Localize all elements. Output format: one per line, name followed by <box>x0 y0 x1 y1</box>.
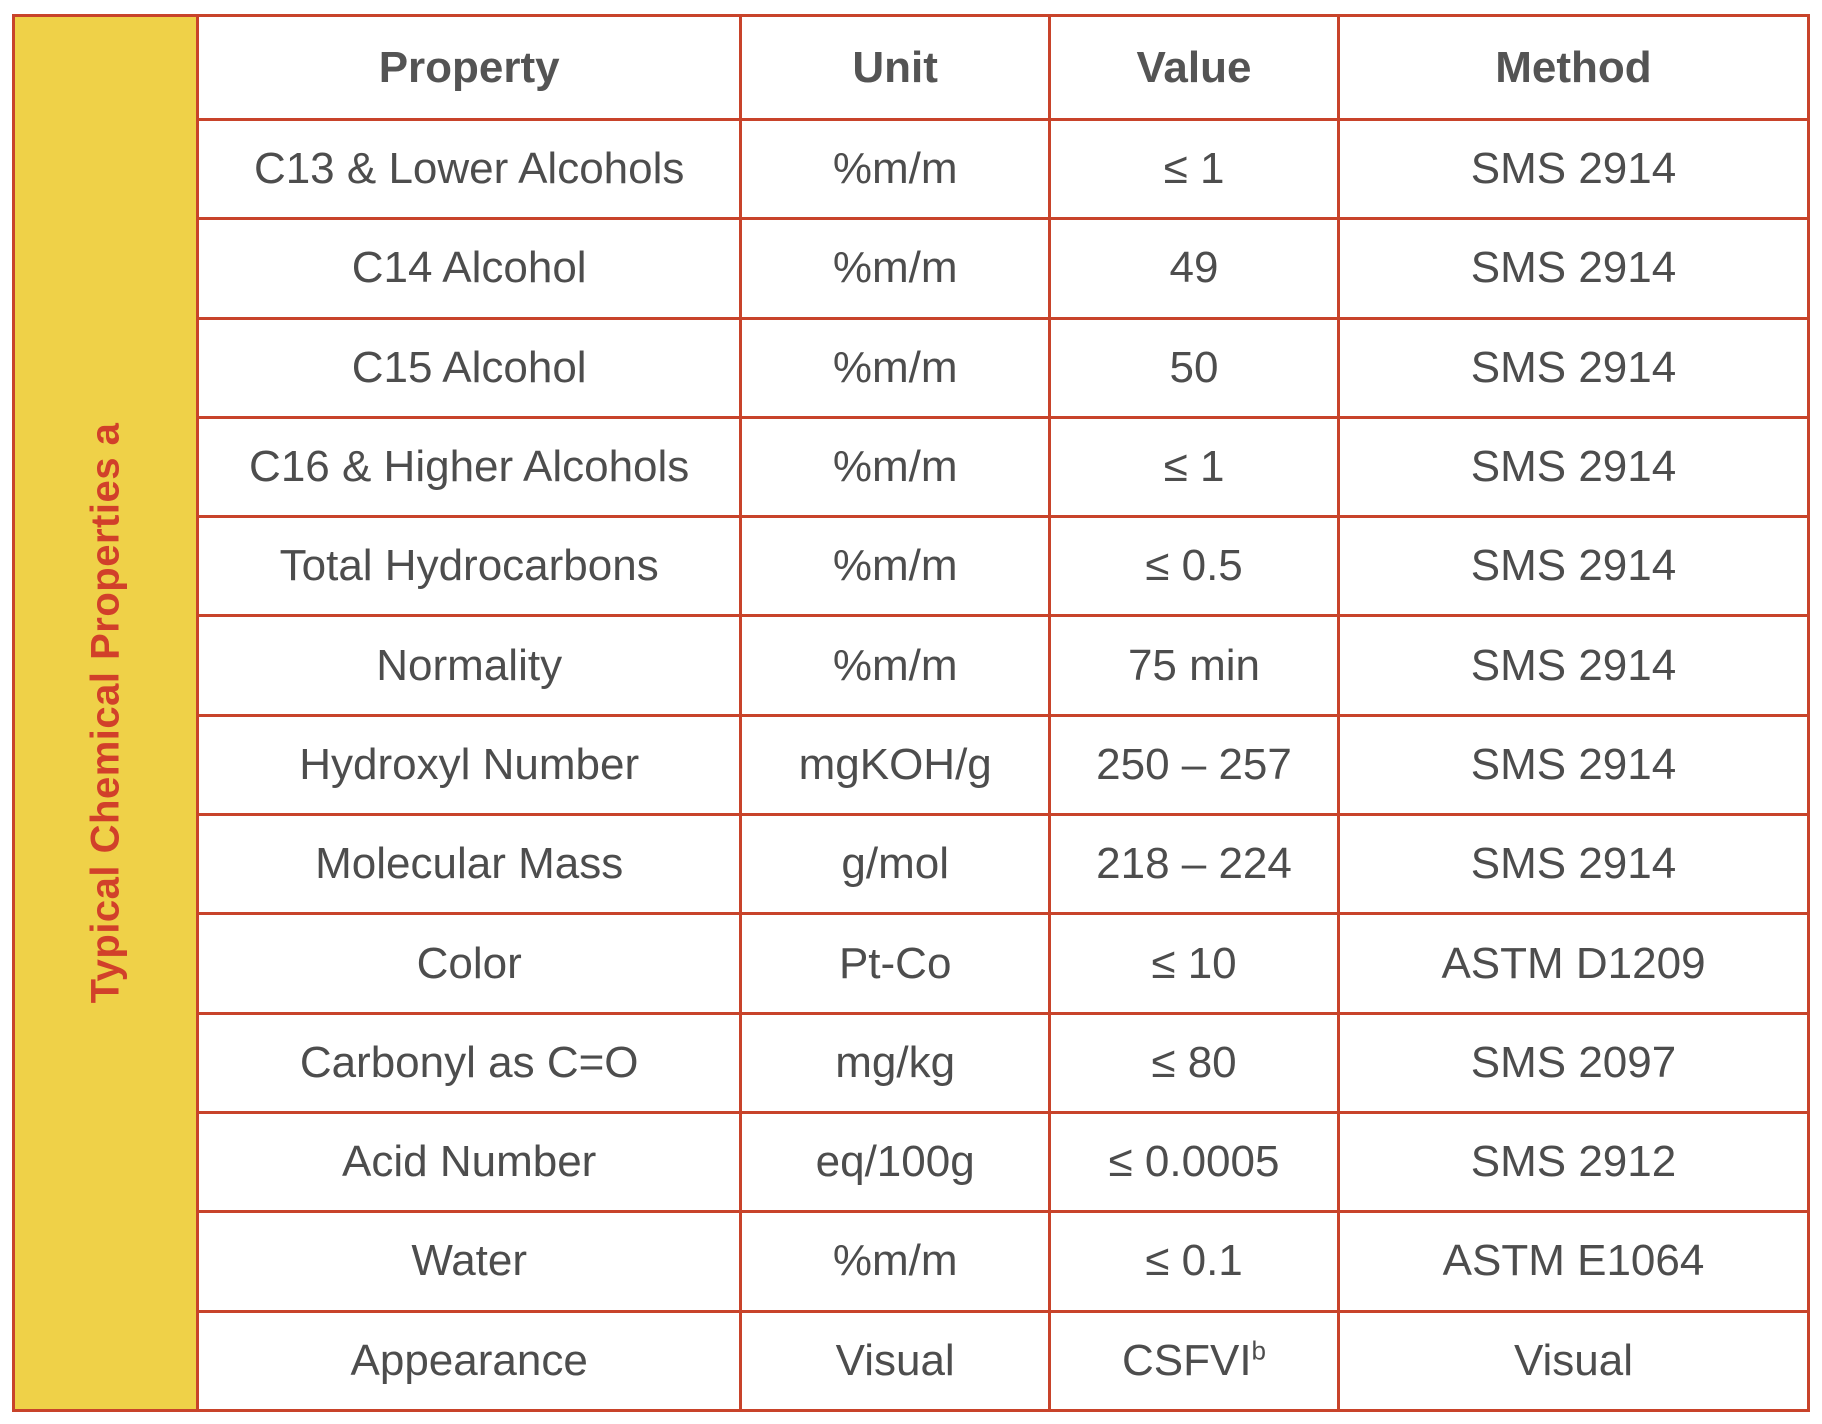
table-row: Total Hydrocarbons %m/m ≤ 0.5 SMS 2914 <box>199 515 1807 618</box>
cell-method: SMS 2914 <box>1336 117 1807 221</box>
side-band: Typical Chemical Properties a <box>15 17 199 1409</box>
cell-method: ASTM E1064 <box>1336 1210 1807 1313</box>
cell-value: ≤ 10 <box>1048 912 1340 1015</box>
cell-value: 50 <box>1048 316 1340 419</box>
cell-method: SMS 2914 <box>1336 813 1807 916</box>
cell-method: SMS 2914 <box>1336 316 1807 419</box>
cell-unit: eq/100g <box>739 1110 1052 1214</box>
cell-unit: %m/m <box>739 117 1052 221</box>
cell-property: Appearance <box>199 1309 743 1409</box>
cell-method: Visual <box>1336 1309 1807 1409</box>
cell-property: Carbonyl as C=O <box>199 1011 743 1114</box>
cell-value: 49 <box>1048 217 1340 320</box>
cell-method: SMS 2914 <box>1336 614 1807 717</box>
cell-value: CSFVI <box>1121 1335 1252 1385</box>
cell-unit: %m/m <box>739 217 1052 320</box>
cell-property: Water <box>199 1210 743 1313</box>
side-label: Typical Chemical Properties a <box>83 422 127 1004</box>
cell-unit: mg/kg <box>739 1011 1052 1114</box>
table-row: C16 & Higher Alcohols %m/m ≤ 1 SMS 2914 <box>199 415 1807 519</box>
cell-method: ASTM D1209 <box>1336 912 1807 1015</box>
cell-value: ≤ 0.5 <box>1048 515 1340 618</box>
table-row: Carbonyl as C=O mg/kg ≤ 80 SMS 2097 <box>199 1011 1807 1114</box>
cell-unit: %m/m <box>739 316 1052 419</box>
cell-unit: %m/m <box>739 415 1052 519</box>
chemical-properties-table: Property Unit Value Method C13 & Lower A… <box>199 17 1807 1409</box>
cell-unit: g/mol <box>739 813 1052 916</box>
table-row: Normality %m/m 75 min SMS 2914 <box>199 614 1807 717</box>
cell-value: 218 – 224 <box>1048 813 1340 916</box>
table-row: Molecular Mass g/mol 218 – 224 SMS 2914 <box>199 813 1807 916</box>
cell-method: SMS 2914 <box>1336 415 1807 519</box>
table-row: Appearance Visual CSFVIb Visual <box>199 1309 1807 1409</box>
cell-value: 75 min <box>1048 614 1340 717</box>
cell-property: Acid Number <box>199 1110 743 1214</box>
cell-unit: %m/m <box>739 515 1052 618</box>
cell-property: Molecular Mass <box>199 813 743 916</box>
cell-method: SMS 2914 <box>1336 217 1807 320</box>
cell-unit: %m/m <box>739 614 1052 717</box>
table-row: Water %m/m ≤ 0.1 ASTM E1064 <box>199 1210 1807 1313</box>
cell-value: ≤ 0.1 <box>1048 1210 1340 1313</box>
cell-method: SMS 2912 <box>1336 1110 1807 1214</box>
cell-value: ≤ 1 <box>1048 117 1340 221</box>
cell-value-with-footnote: CSFVIb <box>1048 1309 1340 1409</box>
cell-property: Normality <box>199 614 743 717</box>
cell-property: C14 Alcohol <box>199 217 743 320</box>
cell-unit: Pt-Co <box>739 912 1052 1015</box>
cell-property: Total Hydrocarbons <box>199 515 743 618</box>
cell-unit: mgKOH/g <box>739 713 1052 817</box>
cell-method: SMS 2097 <box>1336 1011 1807 1114</box>
header-row: Property Unit Value Method <box>199 17 1807 121</box>
cell-unit: %m/m <box>739 1210 1052 1313</box>
footnote-marker: b <box>1251 1335 1267 1366</box>
cell-property: Color <box>199 912 743 1015</box>
cell-property: Hydroxyl Number <box>199 713 743 817</box>
cell-value: ≤ 80 <box>1048 1011 1340 1114</box>
table-row: C14 Alcohol %m/m 49 SMS 2914 <box>199 217 1807 320</box>
cell-unit: Visual <box>739 1309 1052 1409</box>
table-row: Acid Number eq/100g ≤ 0.0005 SMS 2912 <box>199 1110 1807 1214</box>
cell-value: ≤ 0.0005 <box>1048 1110 1340 1214</box>
cell-method: SMS 2914 <box>1336 713 1807 817</box>
cell-property: C15 Alcohol <box>199 316 743 419</box>
header-property: Property <box>199 17 743 121</box>
table-row: C15 Alcohol %m/m 50 SMS 2914 <box>199 316 1807 419</box>
cell-property: C13 & Lower Alcohols <box>199 117 743 221</box>
cell-property: C16 & Higher Alcohols <box>199 415 743 519</box>
header-method: Method <box>1336 17 1807 121</box>
cell-method: SMS 2914 <box>1336 515 1807 618</box>
table-row: Color Pt-Co ≤ 10 ASTM D1209 <box>199 912 1807 1015</box>
cell-value: ≤ 1 <box>1048 415 1340 519</box>
cell-value: 250 – 257 <box>1048 713 1340 817</box>
table-row: C13 & Lower Alcohols %m/m ≤ 1 SMS 2914 <box>199 117 1807 221</box>
header-value: Value <box>1048 17 1340 121</box>
header-unit: Unit <box>739 17 1052 121</box>
properties-table-frame: Typical Chemical Properties a Property U… <box>12 14 1810 1412</box>
table-row: Hydroxyl Number mgKOH/g 250 – 257 SMS 29… <box>199 713 1807 817</box>
